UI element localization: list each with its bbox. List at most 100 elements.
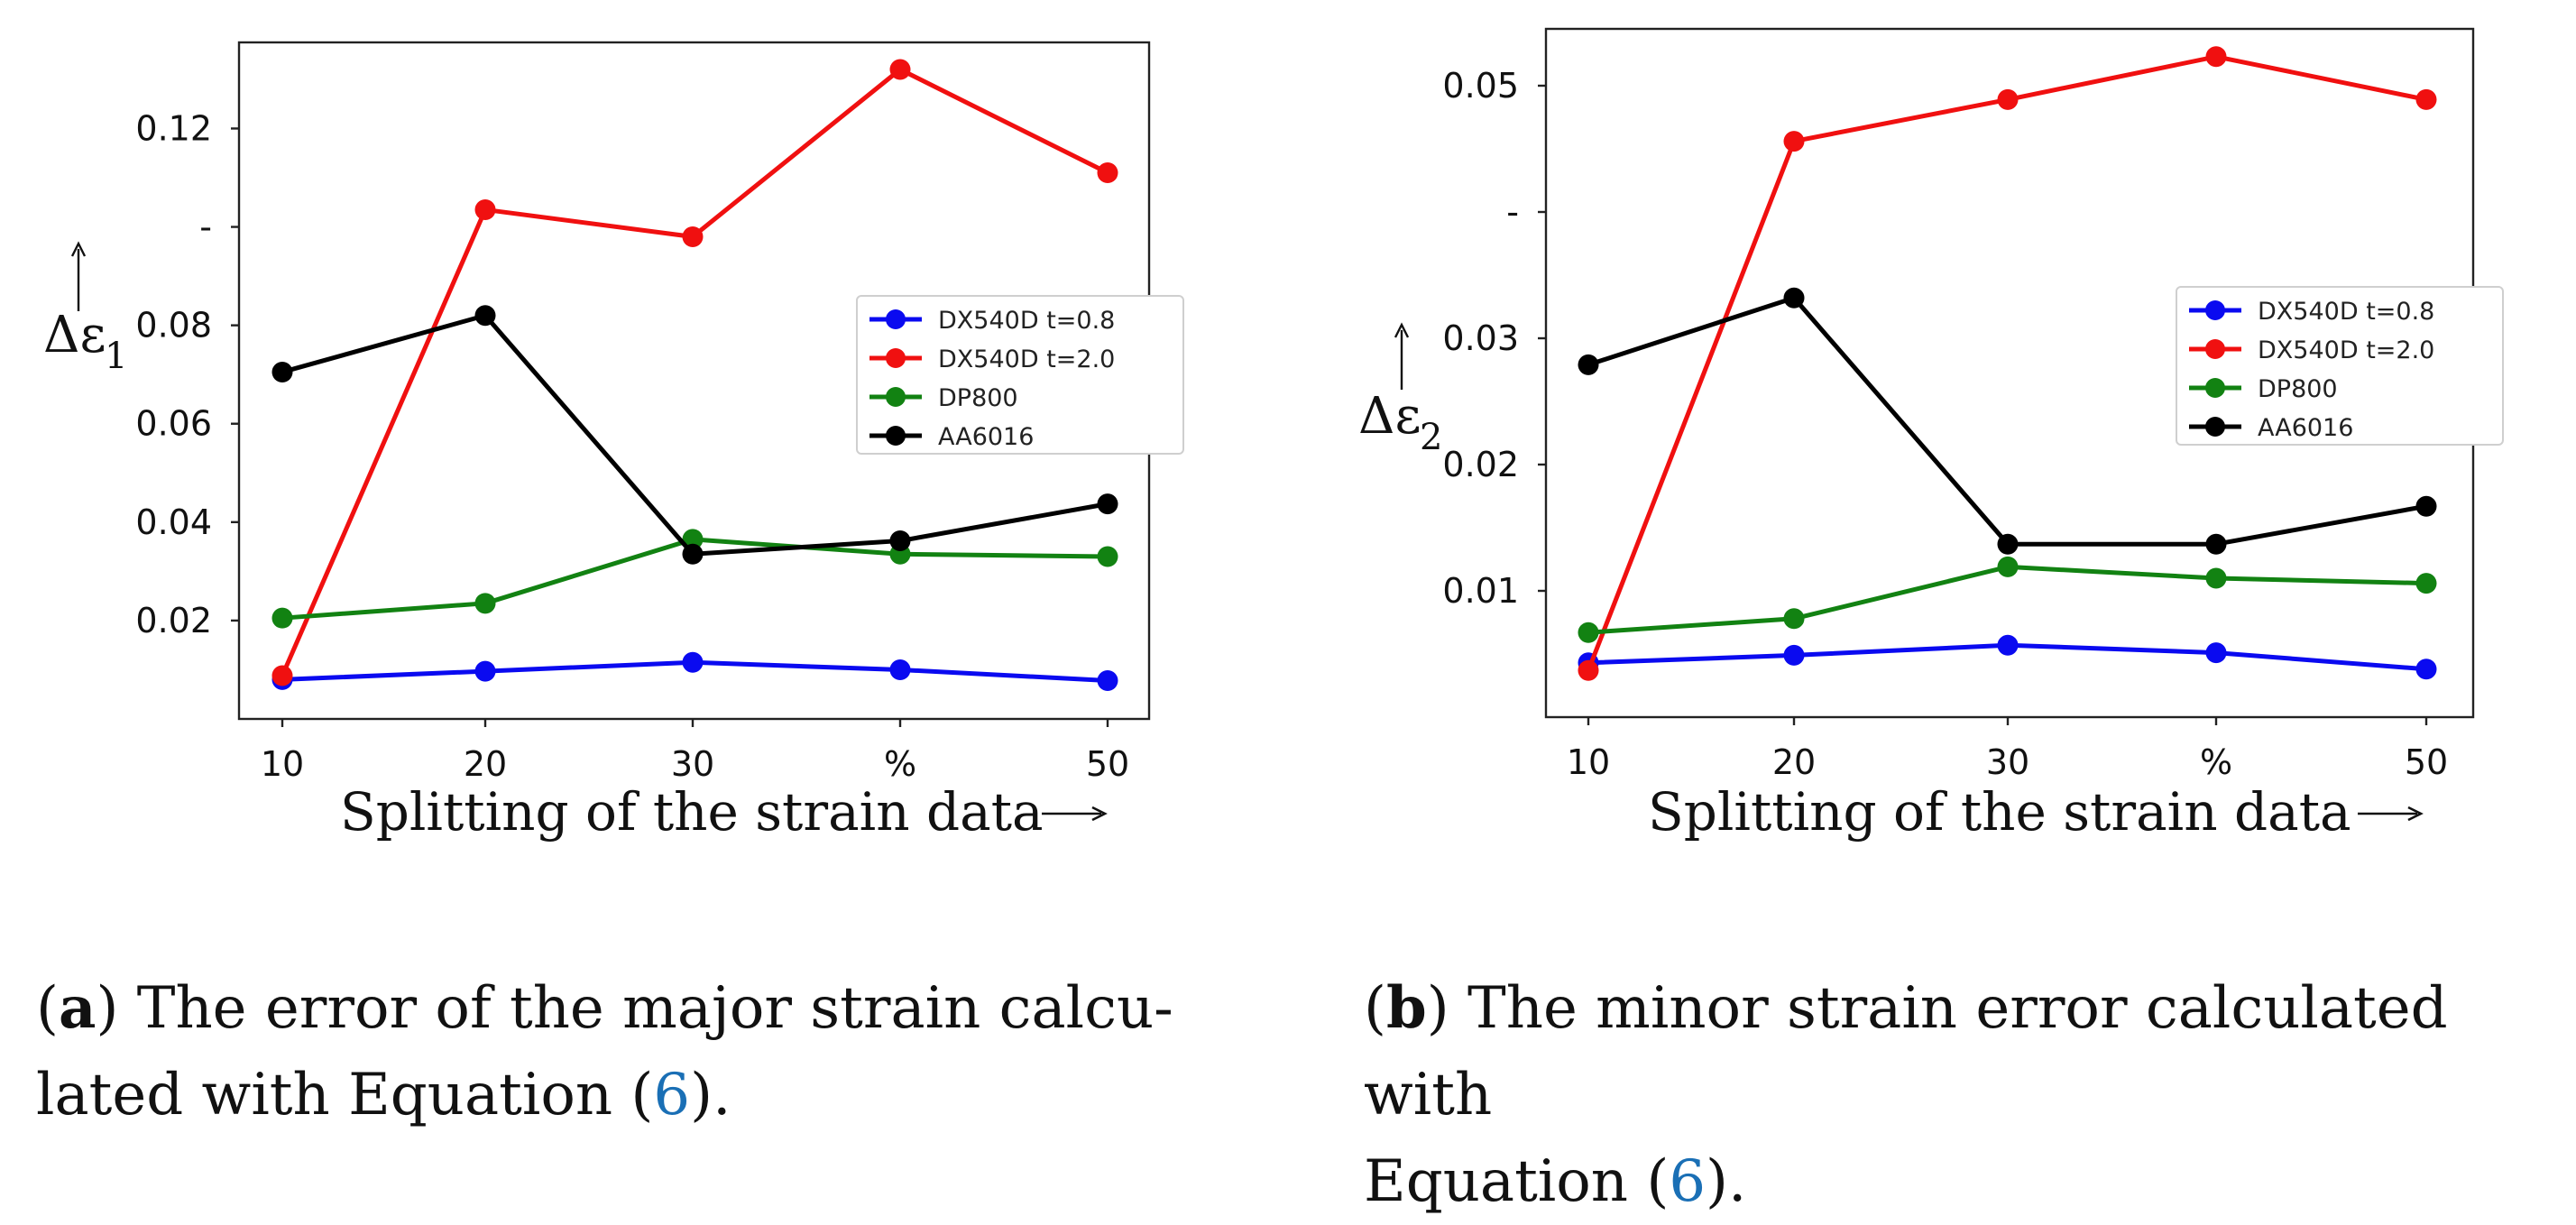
data-point xyxy=(682,529,704,550)
x-tick-label: 30 xyxy=(671,744,714,784)
data-point xyxy=(1783,287,1805,309)
data-point xyxy=(474,198,496,220)
legend-swatch-marker xyxy=(2205,339,2225,359)
data-point xyxy=(682,543,704,565)
legend-label: AA6016 xyxy=(2258,414,2353,442)
x-axis-arrowhead xyxy=(1091,806,1108,822)
data-point xyxy=(2205,567,2227,589)
legend-swatch-marker xyxy=(2205,300,2225,320)
data-point xyxy=(682,651,704,673)
x-tick-label: 20 xyxy=(1772,742,1816,782)
x-axis-label: Splitting of the strain data xyxy=(1648,781,2351,843)
data-point xyxy=(1783,644,1805,666)
data-point xyxy=(1997,556,2019,577)
data-point xyxy=(889,530,911,552)
legend-label: DX540D t=0.8 xyxy=(2258,298,2434,326)
legend-swatch-marker xyxy=(2205,378,2225,398)
caption-b-text: The minor strain error calculated with xyxy=(1364,975,2448,1128)
y-tick-label: 0.08 xyxy=(135,306,212,345)
caption-b-line2: Equation (6). xyxy=(1364,1138,2572,1225)
caption-b-line1: (b) The minor strain error calculated wi… xyxy=(1364,974,2448,1128)
y-axis-label: Δε xyxy=(1358,387,1421,446)
data-point xyxy=(1997,533,2019,555)
caption-b-text2: Equation ( xyxy=(1364,1148,1670,1215)
legend-swatch-marker xyxy=(886,387,906,407)
y-axis-label-subscript: 2 xyxy=(1420,417,1442,458)
legend-label: DP800 xyxy=(938,384,1018,412)
legend-swatch-marker xyxy=(886,348,906,368)
x-tick-label: 50 xyxy=(1086,744,1129,784)
y-tick-label: 0.01 xyxy=(1442,571,1519,611)
x-tick-label: 50 xyxy=(2405,742,2448,782)
legend-label: DX540D t=2.0 xyxy=(938,345,1115,373)
y-tick-label: 0.02 xyxy=(135,601,212,640)
data-point xyxy=(1783,131,1805,152)
data-point xyxy=(682,226,704,247)
y-tick-label: 0.06 xyxy=(135,404,212,444)
y-tick-label: - xyxy=(199,207,212,247)
x-tick-label: 30 xyxy=(1986,742,2029,782)
caption-a-text3: ). xyxy=(690,1062,731,1128)
x-tick-label: 10 xyxy=(1567,742,1610,782)
legend-box xyxy=(2176,286,2504,446)
caption-a-line2: lated with Equation (6). xyxy=(36,1052,1254,1138)
data-point xyxy=(1097,546,1118,567)
data-point xyxy=(889,59,911,80)
y-axis-arrowhead xyxy=(1394,322,1410,338)
caption-b: (b) The minor strain error calculated wi… xyxy=(1364,965,2572,1225)
legend-label: DP800 xyxy=(2258,375,2338,403)
data-point xyxy=(271,361,293,382)
y-tick-label: - xyxy=(1506,192,1519,232)
data-point xyxy=(1097,493,1118,515)
legend-swatch-marker xyxy=(2205,417,2225,437)
x-tick-label: 20 xyxy=(464,744,507,784)
caption-b-text3: ). xyxy=(1706,1148,1747,1215)
data-point xyxy=(1578,622,1599,643)
data-point xyxy=(1783,608,1805,630)
chart-panel-a: 0.02 0.04 0.06 0.08 - 0.12 10 20 30% 50 DX540D t=0… xyxy=(43,41,1184,843)
data-point xyxy=(2205,642,2227,664)
x-tick-label: 10 xyxy=(261,744,304,784)
data-point xyxy=(2415,659,2437,680)
x-tick-label: % xyxy=(2200,742,2232,782)
y-tick-label: 0.03 xyxy=(1442,318,1519,358)
chart-panel-b: 0.01 0.02 0.03 - 0.05 10 20 30% 50 DX540D t=0.8 DX… xyxy=(1358,27,2504,843)
legend-label: DX540D t=2.0 xyxy=(2258,336,2434,364)
data-point xyxy=(1578,354,1599,375)
y-tick-label: 0.05 xyxy=(1442,66,1519,106)
legend-swatch-marker xyxy=(886,309,906,329)
caption-a-text: The error of the major strain calcu- xyxy=(118,975,1173,1042)
data-point xyxy=(474,305,496,327)
figure-charts: 0.02 0.04 0.06 0.08 - 0.12 10 20 30% 50 DX540D t=0… xyxy=(43,27,2504,843)
data-point xyxy=(1097,162,1118,184)
data-point xyxy=(2415,495,2437,517)
legend-box xyxy=(856,295,1184,455)
data-point xyxy=(1578,659,1599,681)
data-point xyxy=(271,607,293,629)
legend-label: AA6016 xyxy=(938,423,1034,451)
y-axis-arrowhead xyxy=(70,241,87,257)
data-point xyxy=(1097,669,1118,691)
legend-label: DX540D t=0.8 xyxy=(938,307,1115,335)
y-tick-label: 0.02 xyxy=(1442,445,1519,484)
data-point xyxy=(1997,88,2019,110)
equation-ref-link-b[interactable]: 6 xyxy=(1669,1148,1707,1215)
data-point xyxy=(2205,533,2227,555)
equation-ref-link-a[interactable]: 6 xyxy=(653,1062,691,1128)
caption-a-label: a xyxy=(58,974,97,1042)
data-point xyxy=(2415,88,2437,110)
x-axis-label: Splitting of the strain data xyxy=(340,781,1044,843)
data-point xyxy=(2205,46,2227,68)
data-point xyxy=(889,659,911,680)
data-point xyxy=(474,593,496,614)
data-point xyxy=(2415,573,2437,594)
caption-a: (a) The error of the major strain calcu-… xyxy=(36,965,1254,1138)
data-point xyxy=(271,665,293,686)
caption-a-line1: (a) The error of the major strain calcu- xyxy=(36,974,1173,1042)
y-tick-label: 0.04 xyxy=(135,502,212,542)
x-axis-arrowhead xyxy=(2407,806,2424,822)
data-point xyxy=(474,660,496,682)
y-tick-label: 0.12 xyxy=(135,108,212,148)
data-point xyxy=(1997,634,2019,656)
y-axis-label-subscript: 1 xyxy=(105,336,127,377)
